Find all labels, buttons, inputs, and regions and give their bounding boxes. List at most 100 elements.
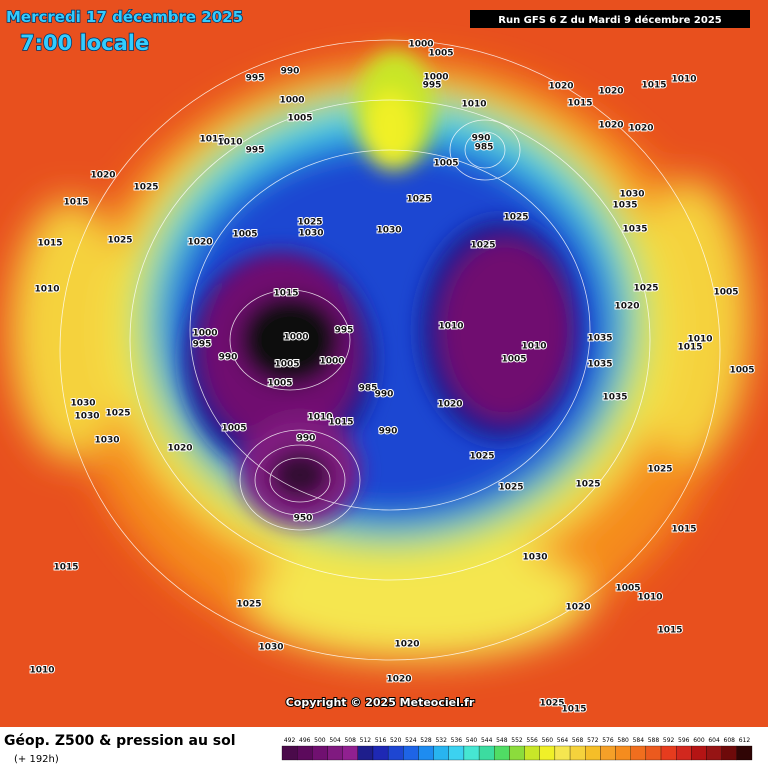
colorbar-swatch	[342, 745, 358, 761]
isobar-label: 1015	[37, 239, 62, 249]
colorbar-label: 592	[663, 737, 675, 744]
colorbar-label: 548	[496, 737, 508, 744]
isobar-label: 1000	[192, 329, 217, 339]
isobar-label: 1020	[565, 603, 590, 613]
isobar-label: 1015	[671, 525, 696, 535]
isobar-label: 1010	[637, 593, 662, 603]
colorbar-swatch	[478, 745, 495, 761]
isobar-label: 1000	[423, 73, 448, 83]
isobar-label: 1025	[236, 600, 261, 610]
colorbar-swatch	[387, 745, 404, 761]
colorbar-swatch	[312, 745, 328, 761]
isobar-label: 1025	[133, 183, 158, 193]
isobar-label: 1035	[587, 360, 612, 370]
isobar-label: 990	[297, 434, 316, 444]
colorbar-label: 576	[602, 737, 614, 744]
isobar-label: 1025	[469, 452, 494, 462]
isobar-label: 995	[335, 326, 354, 336]
colorbar-swatch	[736, 745, 753, 761]
colorbar-label: 564	[557, 737, 569, 744]
isobar-label: 1020	[437, 400, 462, 410]
colorbar-label: 528	[420, 737, 432, 744]
colorbar-label: 536	[451, 737, 463, 744]
isobar-label: 995	[193, 340, 212, 350]
isobar-label: 1030	[522, 553, 547, 563]
colorbar-label: 500	[314, 737, 326, 744]
isobar-label: 990	[281, 67, 300, 77]
run-info: Run GFS 6 Z du Mardi 9 décembre 2025	[498, 14, 722, 26]
colorbar-swatch	[645, 745, 662, 761]
colorbar-swatch	[706, 745, 722, 761]
isobar-label: 1020	[394, 640, 419, 650]
colorbar-label: 580	[617, 737, 629, 744]
colorbar-swatch	[372, 745, 389, 761]
isobar-label: 1010	[217, 138, 242, 148]
isobar-labels: 9959901000100510009951000100510151010995…	[28, 39, 755, 716]
colorbar-swatch	[509, 745, 525, 761]
colorbar-label: 520	[390, 737, 402, 744]
isobar-label: 1025	[647, 465, 672, 475]
colorbar-swatch	[418, 745, 434, 761]
isobar-label: 1005	[274, 360, 299, 370]
colorbar-swatch	[463, 745, 480, 761]
isobar-label: 1020	[548, 82, 573, 92]
colorbar: 492 496 500 504 508 512 516 520 524 528 532 536 540 5…	[281, 737, 753, 761]
isobar-label: 1000	[283, 333, 308, 343]
colorbar-label: 544	[481, 737, 493, 744]
isobar-label: 1020	[386, 675, 411, 685]
isobar-label: 1010	[461, 100, 486, 110]
colorbar-swatch	[539, 745, 556, 761]
colorbar-label: 516	[375, 737, 387, 744]
isobar-label: 1030	[258, 643, 283, 653]
colorbar-label: 572	[587, 737, 599, 744]
isobar-label: 1005	[221, 424, 246, 434]
isobar-label: 1005	[501, 355, 526, 365]
colorbar-swatch	[585, 745, 601, 761]
colorbar-label: 588	[648, 737, 660, 744]
isobar-label: 1015	[53, 563, 78, 573]
isobar-label: 990	[219, 353, 238, 363]
isobar-label: 1005	[232, 230, 257, 240]
isobar-label: 1010	[671, 75, 696, 85]
isobar-label: 1010	[521, 342, 546, 352]
colorbar-label: 524	[405, 737, 417, 744]
colorbar-label: 508	[344, 737, 356, 744]
colorbar-label: 608	[724, 737, 736, 744]
isobar-label: 1030	[376, 226, 401, 236]
isobar-label: 1025	[633, 284, 658, 294]
isobar-label: 1020	[167, 444, 192, 454]
isobar-label: 1015	[63, 198, 88, 208]
colorbar-label: 512	[360, 737, 372, 744]
isobar-label: 1030	[94, 436, 119, 446]
colorbar-swatch	[660, 745, 677, 761]
isobar-label: 995	[423, 81, 442, 91]
isobar-label: 1015	[657, 626, 682, 636]
isobar-label: 985	[359, 384, 378, 394]
isobar-label: 1000	[279, 96, 304, 106]
isobar-label: 1010	[29, 666, 54, 676]
colorbar-swatch	[524, 745, 540, 761]
isobar-label: 1025	[105, 409, 130, 419]
isobar-label: 1020	[614, 302, 639, 312]
isobar-label: 1025	[575, 480, 600, 490]
colorbar-swatch	[691, 745, 707, 761]
colorbar-label: 600	[693, 737, 705, 744]
isobar-label: 1020	[90, 171, 115, 181]
isobar-label: 990	[379, 427, 398, 437]
isobar-label: 1015	[328, 418, 353, 428]
colorbar-label: 504	[329, 737, 341, 744]
isobar-label: 1030	[74, 412, 99, 422]
colorbar-label: 560	[542, 737, 554, 744]
colorbar-swatch	[494, 745, 510, 761]
isobar-label: 1020	[598, 87, 623, 97]
colorbar-label: 552	[511, 737, 523, 744]
colorbar-swatch	[403, 745, 419, 761]
isobar-label: 1025	[470, 241, 495, 251]
isobar-label: 1015	[567, 99, 592, 109]
isobar-label: 1025	[503, 213, 528, 223]
isobar-label: 1035	[622, 225, 647, 235]
isobar-label: 1025	[406, 195, 431, 205]
isobar-label: 1025	[498, 483, 523, 493]
